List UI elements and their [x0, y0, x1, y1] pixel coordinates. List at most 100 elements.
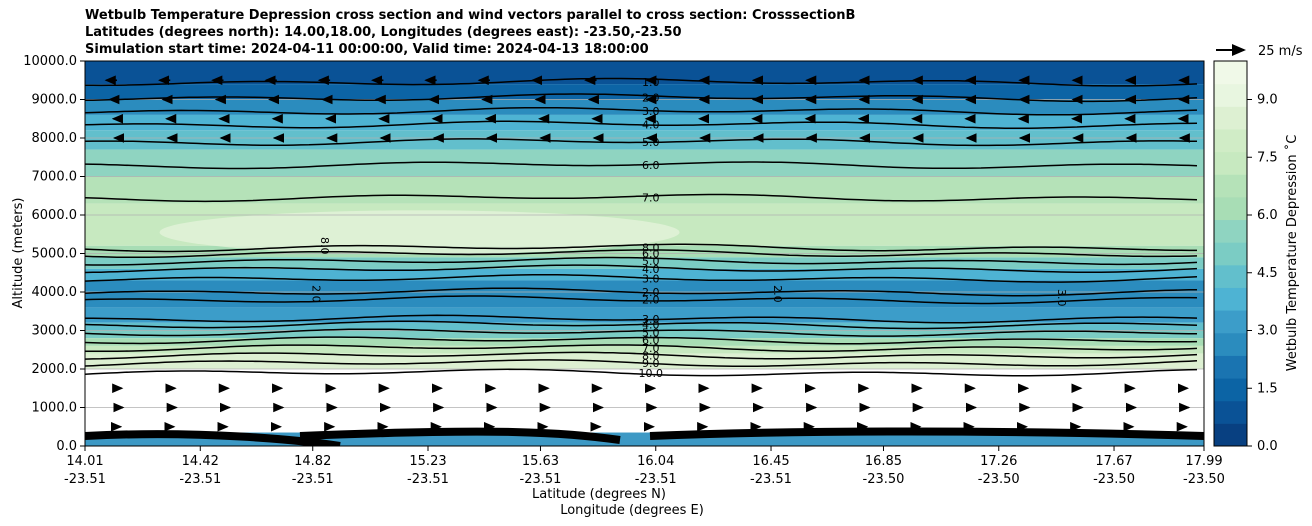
contour-line [85, 320, 1198, 330]
contour-label: 2.0 [642, 92, 660, 105]
x-tick-label-lon: -23.50 [1093, 472, 1135, 487]
contour-label: 3.0 [642, 273, 660, 286]
contour-line [85, 336, 1198, 345]
y-tick-label: 6000.0 [32, 208, 78, 223]
contour-label-vertical: 8.0 [318, 237, 331, 255]
colorbar-swatch [1214, 151, 1247, 175]
colorbar-swatch [1214, 332, 1247, 356]
contour-pocket [159, 210, 680, 255]
contour-label: 2.0 [642, 294, 660, 307]
contour-label: 3.0 [642, 105, 660, 118]
colorbar-tick-label: 0.0 [1257, 439, 1278, 454]
contour-line [85, 256, 1198, 266]
contour-band [85, 245, 1204, 258]
contour-label: 6.0 [642, 334, 660, 347]
wind-vectors [104, 75, 1191, 432]
colorbar-tick-label: 6.0 [1257, 208, 1278, 223]
contour-label: 7.0 [642, 342, 660, 355]
colorbar-swatch [1214, 61, 1247, 85]
x-tick-label-lon: -23.51 [64, 472, 106, 487]
contour-label-vertical: 2.0 [310, 285, 323, 303]
contour-line [85, 249, 1198, 259]
colorbar-swatch [1214, 378, 1247, 402]
contour-label: 10.0 [638, 367, 663, 380]
contour-band [85, 61, 1204, 85]
colorbar-tick-label: 4.5 [1257, 266, 1278, 281]
colorbar-swatch [1214, 355, 1247, 379]
contour-label: 5.0 [642, 136, 660, 149]
x-tick-label-lat: 14.42 [182, 454, 219, 469]
contour-band [85, 338, 1204, 346]
contour-label: 1.0 [642, 76, 660, 89]
surface-contour [85, 427, 1204, 446]
colorbar-swatch [1214, 174, 1247, 198]
contour-label-vertical: 3.0 [1055, 289, 1068, 307]
x-axis-label-lon: Longitude (degrees E) [560, 503, 704, 518]
colorbar-tick-label: 7.5 [1257, 150, 1278, 165]
contour-label: 6.0 [642, 248, 660, 261]
colorbar-swatch [1214, 242, 1247, 266]
contour-band [85, 345, 1204, 354]
x-tick-label-lon: -23.51 [407, 472, 449, 487]
contour-band [85, 330, 1204, 339]
colorbar-frame [1213, 60, 1248, 447]
colorbar-swatch [1214, 400, 1247, 424]
x-axis: 14.01 -23.51 14.42 -23.51 14.82 -23.51 15.23 -2… [64, 446, 1225, 487]
y-tick-label: 9000.0 [32, 93, 78, 108]
contour-line [85, 314, 1198, 324]
colorbar-swatch [1214, 83, 1247, 107]
contour-label: 3.0 [642, 313, 660, 326]
colorbar-swatch [1214, 423, 1247, 447]
x-tick-label-lat: 15.23 [409, 454, 446, 469]
y-tick-label: 10000.0 [23, 54, 77, 69]
x-tick-label-lat: 17.67 [1095, 454, 1132, 469]
contour-line [85, 351, 1198, 360]
contour-line [85, 273, 1198, 283]
colorbar-swatch [1214, 106, 1247, 130]
colorbar-tick-label: 9.0 [1257, 93, 1278, 108]
x-tick-label-lon: -23.51 [635, 472, 677, 487]
contour-line [85, 161, 1198, 170]
x-tick-label-lat: 15.63 [522, 454, 559, 469]
y-tick-label: 5000.0 [32, 247, 78, 262]
contour-line [85, 328, 1198, 337]
x-tick-label-lon: -23.50 [863, 472, 905, 487]
colorbar-tick-label: 3.0 [1257, 324, 1278, 339]
contour-label: 4.0 [642, 119, 660, 132]
contour-lines [85, 77, 1204, 446]
contour-line [85, 359, 1198, 367]
contour-band [85, 353, 1204, 369]
contour-band [85, 149, 1204, 177]
colorbar-swatch [1214, 219, 1247, 243]
y-tick-label: 1000.0 [32, 401, 78, 416]
contour-label-vertical: 2.0 [771, 285, 784, 303]
x-tick-label-lat: 16.04 [637, 454, 674, 469]
contour-line [85, 368, 1198, 377]
colorbar-swatch [1214, 196, 1247, 221]
contour-line [85, 106, 1198, 116]
colorbar [1214, 61, 1247, 447]
contour-label: 8.0 [642, 242, 660, 255]
contour-label: 4.0 [642, 319, 660, 332]
contour-label: 6.0 [642, 159, 660, 172]
contour-line [85, 287, 1198, 297]
y-tick-label: 4000.0 [32, 285, 78, 300]
contour-line [85, 344, 1198, 353]
chart-title-line-2: Latitudes (degrees north): 14.00,18.00, … [85, 25, 682, 40]
y-axis: 0.0 1000.0 2000.0 3000.0 4000.0 5000.0 6000.0 7… [23, 54, 85, 454]
y-tick-label: 7000.0 [32, 170, 78, 185]
y-tick-label: 0.0 [56, 439, 77, 454]
y-axis-label: Altitude (meters) [11, 198, 26, 309]
colorbar-swatch [1214, 128, 1247, 153]
x-tick-label-lon: -23.50 [978, 472, 1020, 487]
x-tick-label-lon: -23.51 [179, 472, 221, 487]
contour-line [85, 243, 1197, 253]
contour-line [85, 193, 1198, 203]
colorbar-ticks: 0.0 1.5 3.0 4.5 6.0 7.5 9.0 [1247, 93, 1278, 454]
contour-line [85, 120, 1198, 129]
colorbar-swatch [1214, 310, 1247, 334]
contour-labels: 1.02.03.04.05.06.07.08.06.05.04.03.02.02… [310, 76, 1068, 380]
contour-label: 8.0 [642, 350, 660, 363]
colorbar-swatch [1214, 287, 1247, 311]
